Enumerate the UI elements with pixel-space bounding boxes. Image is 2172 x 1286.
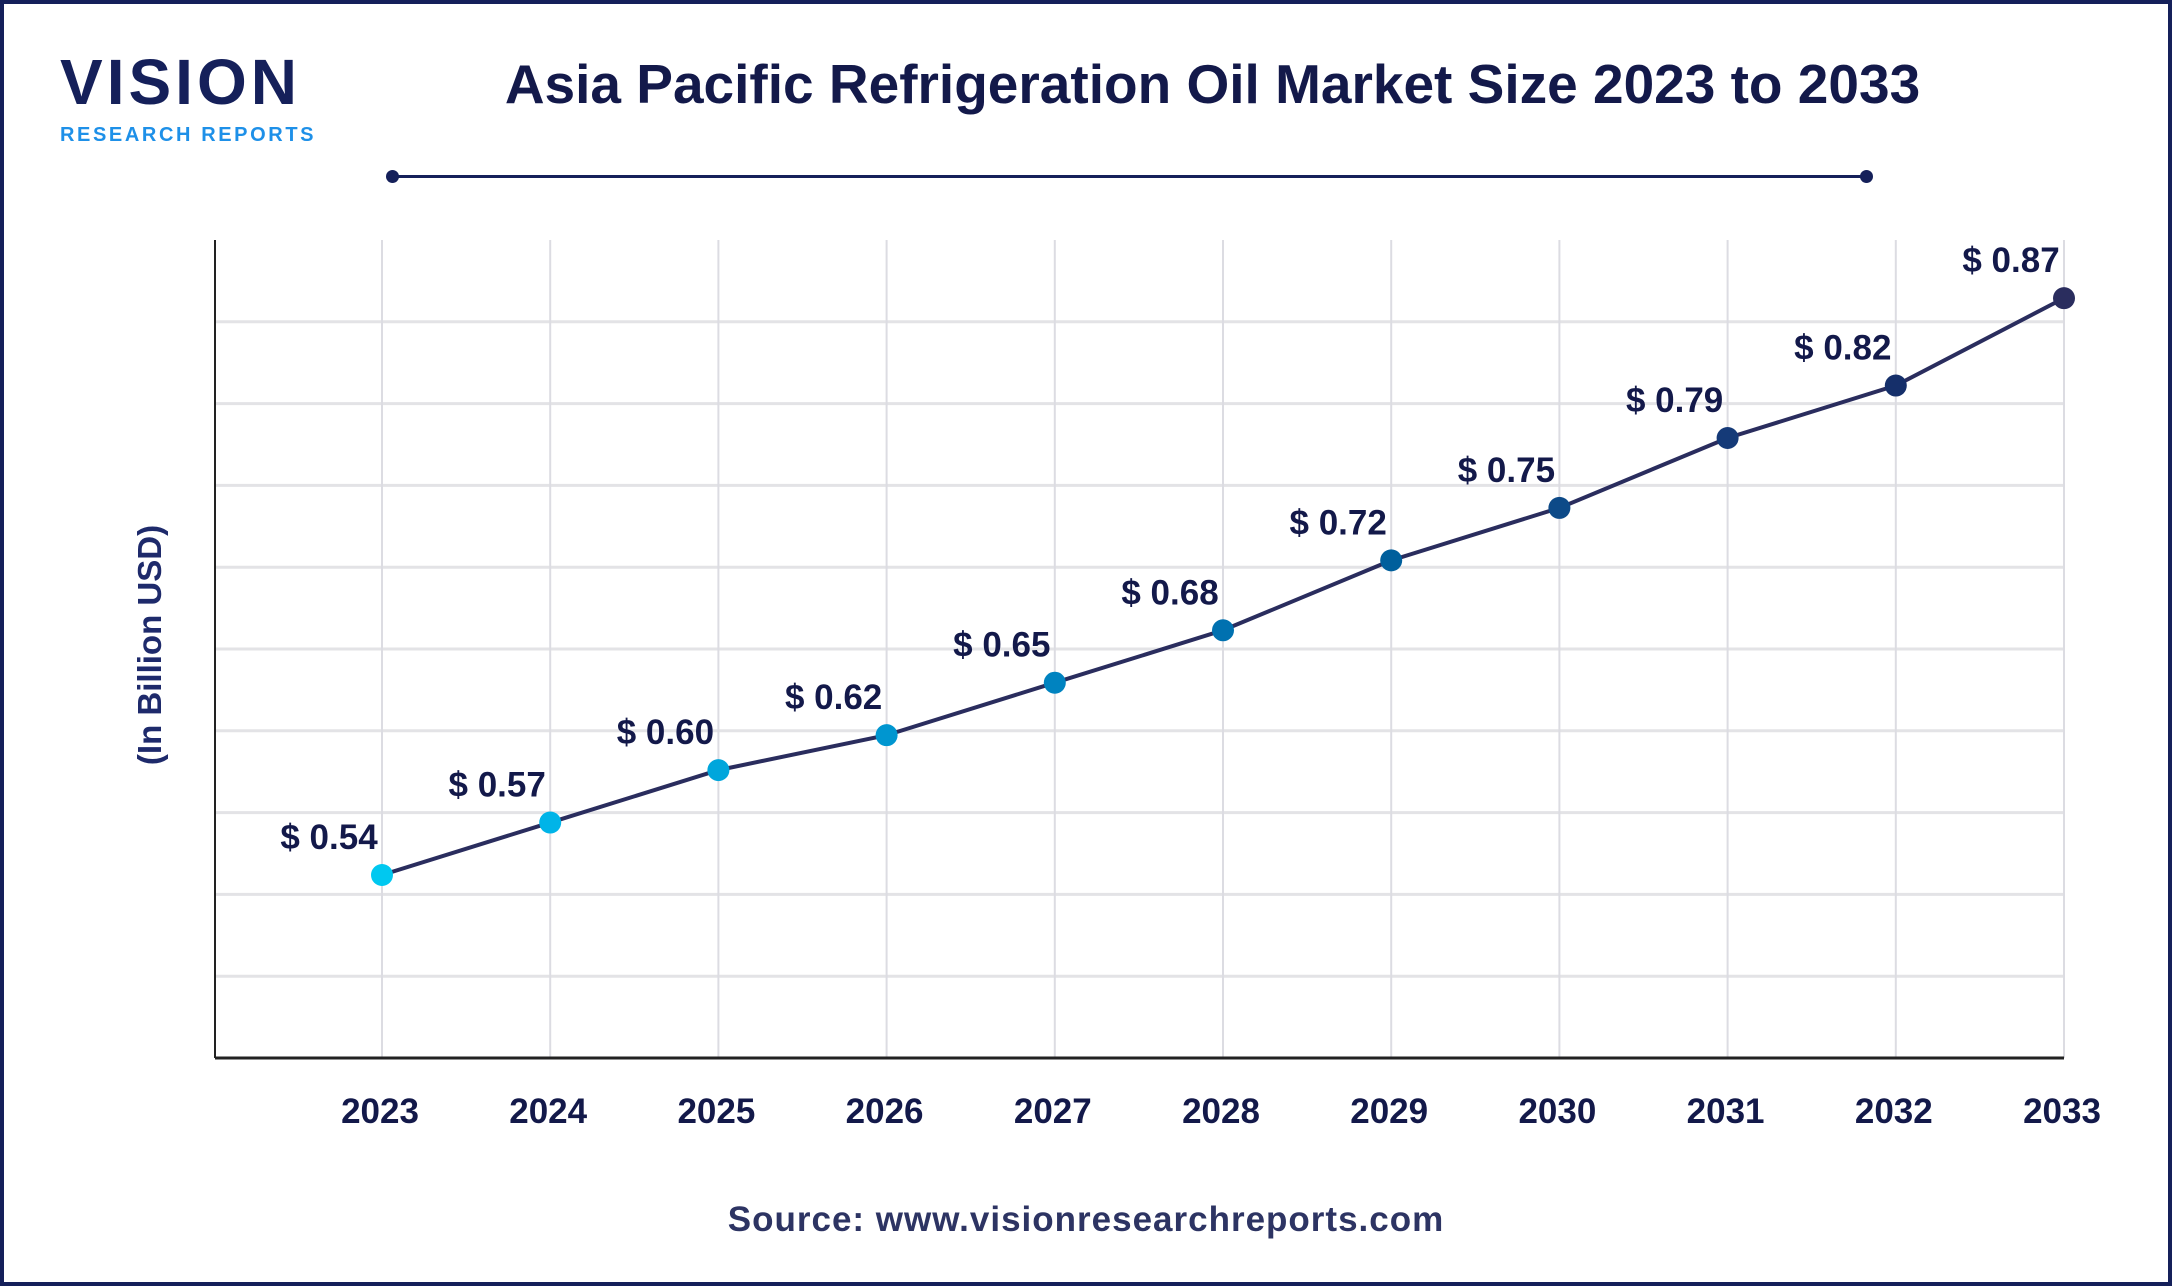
data-label: $ 0.72 [1290,503,1387,542]
data-label: $ 0.57 [449,766,546,805]
data-point [1716,427,1739,449]
x-tick-label: 2032 [1855,1092,1933,1131]
title-divider [392,175,1868,178]
data-label: $ 0.75 [1458,451,1555,490]
logo-main-text: VISION [60,46,301,118]
logo: VISION RESEARCH REPORTS [60,50,316,147]
data-label: $ 0.68 [1121,573,1218,612]
data-point [1212,619,1234,642]
source-text: Source: www.visionresearchreports.com [727,1200,1445,1239]
data-label: $ 0.62 [785,678,882,717]
data-label: $ 0.54 [280,818,378,857]
data-label: $ 0.60 [617,713,714,752]
data-label: $ 0.82 [1794,329,1891,368]
data-label: $ 0.79 [1626,381,1723,420]
x-tick-label: 2025 [677,1092,755,1131]
x-tick-label: 2023 [341,1092,419,1131]
x-tick-label: 2030 [1518,1092,1596,1131]
data-point [875,724,898,747]
data-point [371,864,393,886]
logo-sub-text: RESEARCH REPORTS [60,124,317,146]
data-point [707,759,730,782]
divider-dot-right [1860,170,1873,183]
data-label: $ 0.65 [953,626,1050,665]
x-tick-label: 2028 [1182,1092,1260,1131]
data-point [539,811,562,834]
divider-dot-left [386,170,399,183]
data-point [1884,374,1907,397]
data-point [1380,549,1403,572]
data-point [2053,287,2075,310]
x-tick-label: 2026 [846,1092,924,1131]
x-tick-label: 2031 [1687,1092,1765,1131]
x-tick-label: 2029 [1350,1092,1428,1131]
x-tick-label: 2033 [2023,1092,2101,1131]
chart-title: Asia Pacific Refrigeration Oil Market Si… [504,53,1921,115]
data-label: $ 0.87 [1962,241,2059,280]
x-tick-label: 2024 [509,1092,587,1131]
data-point [1548,496,1571,519]
x-tick-label: 2027 [1014,1092,1092,1131]
data-point [1043,671,1066,694]
